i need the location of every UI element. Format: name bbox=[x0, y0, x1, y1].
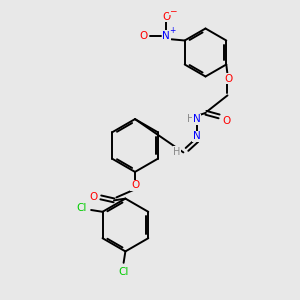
Text: O: O bbox=[131, 180, 139, 190]
Text: Cl: Cl bbox=[76, 203, 87, 213]
Text: O: O bbox=[89, 192, 98, 203]
Text: H: H bbox=[173, 147, 181, 157]
Text: H: H bbox=[187, 114, 194, 124]
Text: N: N bbox=[162, 31, 170, 41]
Text: Cl: Cl bbox=[118, 267, 129, 277]
Text: O: O bbox=[222, 116, 230, 126]
Text: O: O bbox=[224, 74, 232, 84]
Text: −: − bbox=[169, 6, 176, 15]
Text: N: N bbox=[193, 114, 201, 124]
Text: O: O bbox=[139, 31, 147, 41]
Text: +: + bbox=[169, 26, 176, 35]
Text: O: O bbox=[162, 11, 170, 22]
Text: N: N bbox=[193, 131, 201, 141]
